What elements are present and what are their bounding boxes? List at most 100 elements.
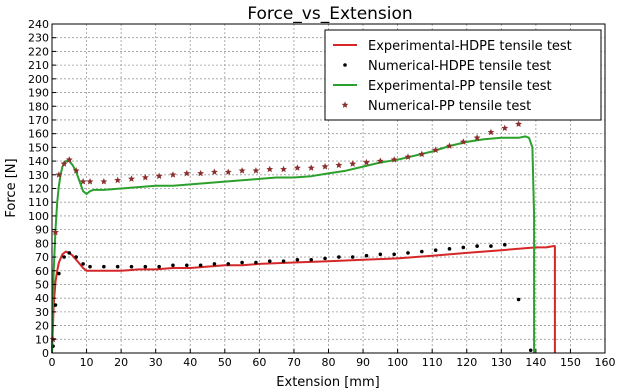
data-point [364, 253, 369, 258]
data-point [171, 263, 175, 268]
x-tick-label: 130 [491, 356, 512, 369]
data-point [447, 247, 452, 251]
x-tick-label: 20 [114, 356, 128, 369]
data-point [502, 242, 507, 247]
data-point [128, 175, 135, 182]
legend: Experimental-HDPE tensile test Numerical-… [324, 29, 602, 121]
y-tick-label: 190 [28, 87, 49, 100]
data-point [266, 165, 274, 173]
data-point [184, 263, 189, 268]
data-point [293, 164, 301, 171]
axis-ticks: 0 10 20 30 40 50 60 70 80 90 100 110 120 130 140 150 160… [28, 18, 616, 369]
data-point [52, 228, 59, 236]
series-3 [49, 120, 523, 343]
legend-box [324, 29, 602, 121]
data-point [349, 160, 357, 167]
data-point [57, 271, 61, 276]
x-tick-label: 100 [387, 356, 408, 369]
data-point [55, 171, 63, 178]
data-point [376, 157, 384, 164]
y-tick-label: 220 [28, 45, 49, 58]
data-point [74, 255, 78, 259]
data-point [240, 260, 244, 265]
data-point [475, 244, 479, 248]
legend-swatch [341, 101, 349, 108]
legend-label: Experimental-PP tensile test [368, 79, 552, 94]
y-tick-label: 100 [28, 210, 49, 223]
x-tick-label: 30 [149, 356, 163, 369]
data-point [212, 262, 217, 266]
y-tick-label: 10 [35, 333, 49, 346]
data-point [280, 165, 287, 173]
data-point [143, 264, 148, 269]
data-point [86, 178, 94, 185]
data-point [267, 259, 272, 263]
series-1 [51, 242, 533, 353]
data-point [62, 255, 66, 259]
data-point [211, 168, 218, 175]
x-tick-label: 70 [287, 356, 301, 369]
data-point [197, 169, 205, 177]
data-point [392, 252, 396, 257]
x-tick-label: 140 [525, 356, 546, 369]
y-tick-label: 230 [28, 32, 49, 45]
data-point [281, 259, 286, 263]
data-point [198, 263, 203, 268]
x-tick-label: 150 [560, 356, 581, 369]
y-tick-label: 130 [28, 169, 49, 182]
y-tick-label: 240 [28, 18, 49, 31]
data-point [88, 264, 92, 269]
data-point [252, 167, 260, 174]
data-point [321, 162, 329, 170]
x-tick-label: 110 [422, 356, 443, 369]
y-axis-label: Force [N] [4, 158, 19, 217]
y-tick-label: 80 [35, 237, 49, 250]
data-point [72, 167, 80, 174]
x-tick-label: 160 [595, 356, 616, 369]
y-tick-label: 180 [28, 100, 49, 113]
data-point [516, 297, 521, 302]
data-point [418, 150, 426, 158]
data-point [406, 251, 410, 255]
series-layer [49, 120, 556, 354]
data-point [183, 169, 191, 177]
data-point [129, 264, 134, 269]
y-tick-label: 70 [35, 251, 49, 264]
data-point [446, 142, 453, 149]
data-point [115, 264, 120, 269]
y-tick-label: 210 [28, 59, 49, 72]
data-point [114, 176, 122, 184]
data-point [169, 171, 177, 178]
x-tick-label: 80 [322, 356, 336, 369]
y-tick-label: 20 [35, 320, 49, 333]
data-point [157, 264, 161, 269]
data-point [350, 255, 355, 259]
data-point [459, 138, 467, 145]
y-tick-label: 170 [28, 114, 49, 127]
y-tick-label: 150 [28, 141, 49, 154]
legend-entry: Numerical-HDPE tensile test [343, 59, 551, 74]
y-tick-label: 110 [28, 196, 49, 209]
legend-label: Experimental-HDPE tensile test [368, 39, 572, 54]
x-tick-label: 40 [183, 356, 197, 369]
x-axis-label: Extension [mm] [276, 375, 379, 390]
data-point [53, 303, 58, 307]
y-tick-label: 120 [28, 183, 49, 196]
legend-entry: Experimental-PP tensile test [333, 79, 552, 94]
x-tick-label: 90 [356, 356, 370, 369]
data-point [515, 120, 523, 127]
data-point [390, 156, 398, 163]
data-point [433, 248, 438, 252]
data-point [307, 164, 315, 171]
y-tick-label: 160 [28, 128, 49, 141]
data-point [404, 153, 412, 160]
x-tick-label: 60 [252, 356, 266, 369]
legend-entry: Numerical-PP tensile test [341, 99, 531, 114]
data-point [65, 156, 73, 163]
data-point [141, 173, 149, 181]
data-point [238, 167, 246, 174]
data-point [489, 244, 493, 248]
legend-entry: Experimental-HDPE tensile test [333, 39, 572, 54]
data-point [501, 124, 509, 132]
